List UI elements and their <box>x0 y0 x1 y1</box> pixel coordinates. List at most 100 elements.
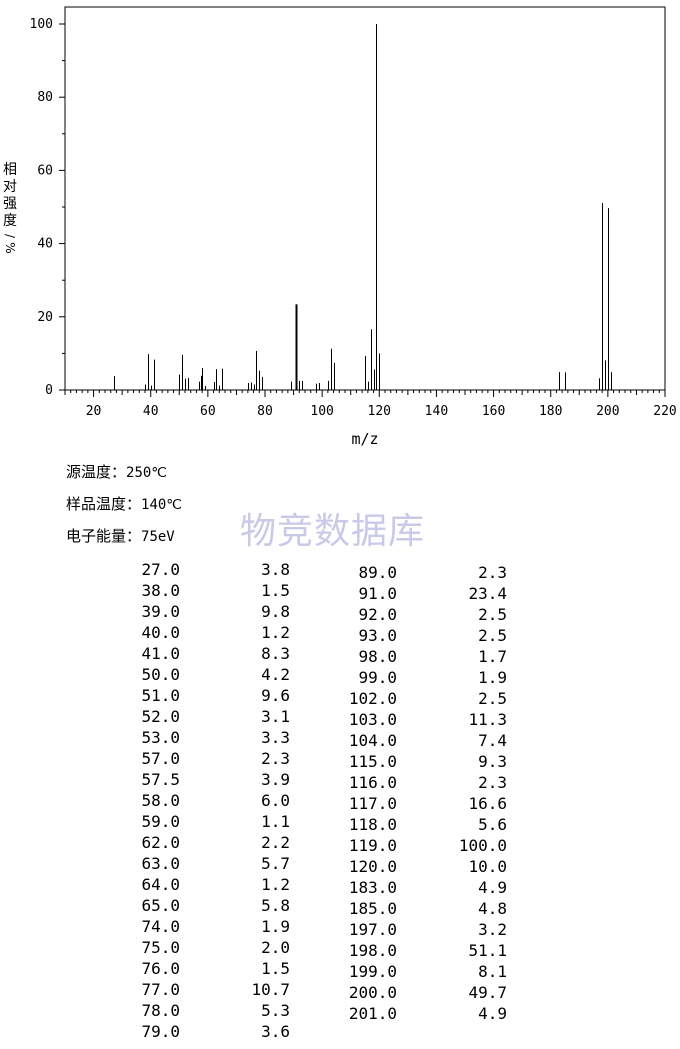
intensity-value: 3.3 <box>261 728 290 747</box>
intensity-value: 1.5 <box>261 581 290 600</box>
source-temperature-label: 源温度： <box>66 463 127 481</box>
mz-value: 59.0 <box>141 812 180 831</box>
mz-value: 41.0 <box>141 644 180 663</box>
mz-value: 63.0 <box>141 854 180 873</box>
intensity-value: 2.3 <box>478 563 507 582</box>
mz-value: 57.5 <box>141 770 180 789</box>
y-axis-label-char: 相 <box>3 162 17 178</box>
mz-value: 64.0 <box>141 875 180 894</box>
intensity-value: 1.7 <box>478 647 507 666</box>
x-tick-label: 140 <box>425 404 448 419</box>
y-axis-label-char: 度 <box>3 213 17 229</box>
intensity-value: 3.9 <box>261 770 290 789</box>
intensity-value: 5.6 <box>478 815 507 834</box>
y-tick-label: 20 <box>37 310 53 325</box>
x-tick-label: 160 <box>482 404 505 419</box>
sample-temperature: 样品温度：140℃ <box>66 493 182 514</box>
mz-value: 79.0 <box>141 1022 180 1041</box>
mz-value: 119.0 <box>348 836 397 855</box>
intensity-value: 8.1 <box>478 962 507 981</box>
x-tick-label: 60 <box>200 404 216 419</box>
x-tick-label: 220 <box>653 404 676 419</box>
mz-value: 50.0 <box>141 665 180 684</box>
mz-value: 93.0 <box>358 626 397 645</box>
intensity-value: 10.7 <box>251 980 290 999</box>
mz-value: 198.0 <box>348 941 397 960</box>
mz-value: 75.0 <box>141 938 180 957</box>
mz-value: 76.0 <box>141 959 180 978</box>
mz-value: 104.0 <box>348 731 397 750</box>
electron-energy-label: 电子能量： <box>66 527 142 545</box>
y-axis-label-char: % <box>3 242 17 254</box>
intensity-value: 9.3 <box>478 752 507 771</box>
intensity-value: 9.8 <box>261 602 290 621</box>
intensity-value: 49.7 <box>468 983 507 1002</box>
intensity-value: 2.5 <box>478 689 507 708</box>
mz-value: 200.0 <box>348 983 397 1002</box>
mz-value: 39.0 <box>141 602 180 621</box>
mz-value: 183.0 <box>348 878 397 897</box>
intensity-value: 3.2 <box>478 920 507 939</box>
electron-energy: 电子能量：75eV <box>66 525 175 546</box>
intensity-value: 8.3 <box>261 644 290 663</box>
intensity-value: 2.3 <box>478 773 507 792</box>
y-tick-label: 0 <box>45 383 53 398</box>
electron-energy-value: 75eV <box>141 529 175 545</box>
intensity-value: 4.9 <box>478 1004 507 1023</box>
mz-value: 52.0 <box>141 707 180 726</box>
mz-value: 40.0 <box>141 623 180 642</box>
x-tick-label: 180 <box>539 404 562 419</box>
intensity-value: 1.2 <box>261 875 290 894</box>
x-axis-label: m/z <box>351 430 378 448</box>
x-tick-label: 80 <box>257 404 273 419</box>
source-temperature: 源温度：250℃ <box>66 461 167 482</box>
y-axis: 0 20 40 60 80 100 <box>30 17 65 398</box>
intensity-value: 3.6 <box>261 1022 290 1041</box>
mz-value: 199.0 <box>348 962 397 981</box>
intensity-value: 2.5 <box>478 605 507 624</box>
plot-frame <box>64 6 666 391</box>
intensity-value: 5.8 <box>261 896 290 915</box>
x-tick-label: 40 <box>143 404 159 419</box>
intensity-value: 1.9 <box>261 917 290 936</box>
intensity-value: 10.0 <box>468 857 507 876</box>
y-tick-label: 60 <box>37 163 53 178</box>
mz-value: 201.0 <box>348 1004 397 1023</box>
intensity-value: 4.2 <box>261 665 290 684</box>
mz-value: 77.0 <box>141 980 180 999</box>
intensity-value: 11.3 <box>468 710 507 729</box>
intensity-value: 1.2 <box>261 623 290 642</box>
intensity-value: 51.1 <box>468 941 507 960</box>
sample-temperature-label: 样品温度： <box>66 495 142 513</box>
mz-value: 74.0 <box>141 917 180 936</box>
mz-value: 53.0 <box>141 728 180 747</box>
mz-value: 185.0 <box>348 899 397 918</box>
intensity-value: 16.6 <box>468 794 507 813</box>
sample-temperature-value: 140℃ <box>141 497 183 513</box>
mz-value: 65.0 <box>141 896 180 915</box>
mz-value: 27.0 <box>141 560 180 579</box>
intensity-value: 4.8 <box>478 899 507 918</box>
intensity-value: 2.0 <box>261 938 290 957</box>
plot-border <box>64 6 666 391</box>
mz-value: 102.0 <box>348 689 397 708</box>
watermark: 物竞数据库 <box>240 511 426 552</box>
x-tick-label: 200 <box>596 404 619 419</box>
y-axis-label-char: 对 <box>3 179 17 195</box>
mz-value: 78.0 <box>141 1001 180 1020</box>
source-temperature-value: 250℃ <box>126 465 168 481</box>
intensity-value: 6.0 <box>261 791 290 810</box>
mz-value: 58.0 <box>141 791 180 810</box>
mz-value: 116.0 <box>348 773 397 792</box>
intensity-value: 5.7 <box>261 854 290 873</box>
mz-value: 91.0 <box>358 584 397 603</box>
mz-value: 89.0 <box>358 563 397 582</box>
y-axis-label: 相对强度 /% <box>2 162 18 254</box>
x-tick-label: 20 <box>86 404 102 419</box>
intensity-value: 1.1 <box>261 812 290 831</box>
intensity-value: 2.3 <box>261 749 290 768</box>
mz-value: 118.0 <box>348 815 397 834</box>
intensity-value: 1.5 <box>261 959 290 978</box>
intensity-value: 23.4 <box>468 584 507 603</box>
